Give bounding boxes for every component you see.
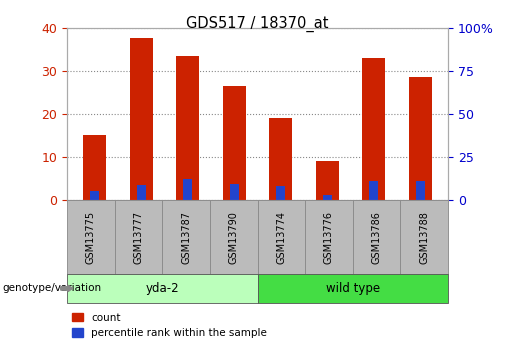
Text: GSM13774: GSM13774 [277, 211, 286, 264]
Text: genotype/variation: genotype/variation [3, 283, 101, 293]
Bar [137, 185, 146, 200]
Text: yda-2: yda-2 [145, 282, 179, 295]
Text: GSM13790: GSM13790 [229, 211, 238, 264]
Text: wild type: wild type [325, 282, 380, 295]
Bar [130, 38, 153, 200]
Text: GSM13775: GSM13775 [86, 211, 96, 264]
Bar [323, 195, 332, 200]
Text: GSM13777: GSM13777 [133, 211, 143, 264]
Bar [91, 191, 99, 200]
Bar [83, 136, 107, 200]
Bar [362, 58, 385, 200]
Bar [369, 181, 378, 200]
Bar [277, 186, 285, 200]
Bar [176, 56, 199, 200]
Bar [269, 118, 293, 200]
Bar [222, 86, 246, 200]
Text: GDS517 / 18370_at: GDS517 / 18370_at [186, 16, 329, 32]
Bar [183, 179, 192, 200]
Text: GSM13776: GSM13776 [324, 211, 334, 264]
Text: GSM13787: GSM13787 [181, 211, 191, 264]
Text: GSM13788: GSM13788 [419, 211, 429, 264]
Bar [316, 161, 339, 200]
Text: GSM13786: GSM13786 [372, 211, 382, 264]
Bar [416, 181, 424, 200]
Bar [230, 184, 238, 200]
Bar [408, 77, 432, 200]
Legend: count, percentile rank within the sample: count, percentile rank within the sample [72, 313, 267, 338]
